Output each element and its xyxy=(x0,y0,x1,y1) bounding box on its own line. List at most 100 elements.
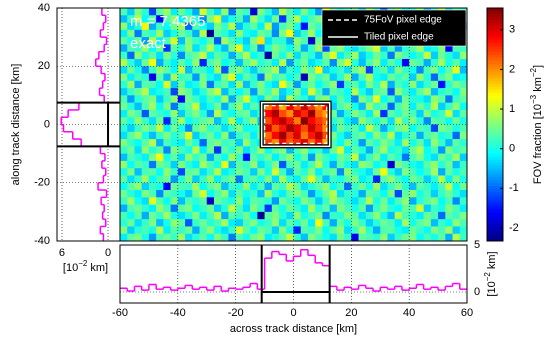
heat-cell xyxy=(235,219,244,227)
heat-cell xyxy=(170,51,179,60)
heat-cell xyxy=(329,211,338,220)
heat-cell xyxy=(163,139,171,147)
heat-cell xyxy=(199,102,208,111)
heat-cell xyxy=(409,124,417,133)
heat-cell xyxy=(141,211,150,220)
heat-cell xyxy=(358,190,367,198)
heat-cell xyxy=(344,153,352,162)
heat-cell xyxy=(206,8,215,16)
heat-cell xyxy=(438,88,446,96)
heat-cell xyxy=(148,153,157,162)
heat-cell xyxy=(286,131,294,140)
heat-cell xyxy=(409,44,417,52)
heat-cell xyxy=(242,168,251,176)
heat-cell xyxy=(206,182,215,191)
heat-cell xyxy=(430,233,439,242)
heat-cell xyxy=(134,182,142,191)
heat-cell xyxy=(221,182,229,191)
heat-cell xyxy=(438,168,446,176)
heat-cell xyxy=(336,182,345,191)
colorbar-step xyxy=(487,208,503,213)
heat-cell xyxy=(438,58,446,67)
colorbar-step xyxy=(487,200,503,204)
heat-cell xyxy=(286,211,294,220)
heat-cell xyxy=(134,22,142,31)
heat-cell xyxy=(127,204,135,213)
heat-cell xyxy=(279,124,287,133)
heat-cell xyxy=(221,233,229,242)
colorbar-step xyxy=(487,80,503,85)
heat-cell xyxy=(192,211,200,220)
y-tick-label: 0 xyxy=(474,286,480,298)
heat-cell xyxy=(322,66,330,74)
heat-cell xyxy=(213,233,222,242)
heat-cell xyxy=(242,153,251,162)
heat-cell xyxy=(300,153,309,162)
heat-cell xyxy=(221,168,229,176)
heat-cell xyxy=(185,182,193,191)
heat-cell xyxy=(365,124,374,133)
heat-cell xyxy=(279,182,287,191)
heat-cell xyxy=(322,226,330,235)
colorbar-step xyxy=(487,72,503,76)
heat-cell xyxy=(199,204,208,213)
heat-cell xyxy=(394,73,403,82)
heat-cell xyxy=(170,117,179,125)
heat-cell xyxy=(430,58,439,67)
heat-cell xyxy=(423,51,432,60)
heat-cell xyxy=(401,73,410,82)
heat-cell xyxy=(134,8,142,16)
heat-cell xyxy=(344,190,352,198)
heat-cell xyxy=(235,226,244,235)
heat-cell xyxy=(416,211,424,220)
heat-cell xyxy=(307,197,316,205)
heat-cell xyxy=(336,175,345,184)
heat-cell xyxy=(156,211,164,220)
heat-cell xyxy=(127,8,135,16)
heat-cell xyxy=(192,168,200,176)
heat-cell xyxy=(459,117,468,125)
heat-cell xyxy=(206,44,215,52)
heat-cell xyxy=(329,73,338,82)
heat-cell xyxy=(170,58,179,67)
heat-cell xyxy=(257,44,265,52)
heat-cell xyxy=(300,190,309,198)
heat-cell xyxy=(445,211,453,220)
heat-cell xyxy=(141,80,150,89)
heat-cell xyxy=(351,190,359,198)
heat-cell xyxy=(358,58,367,67)
heat-cell xyxy=(170,131,179,140)
heat-cell xyxy=(351,175,359,184)
heat-cell xyxy=(394,80,403,89)
heat-cell xyxy=(177,190,186,198)
heat-cell xyxy=(127,160,135,169)
heat-cell xyxy=(315,102,323,111)
heat-cell xyxy=(250,8,258,16)
heat-cell xyxy=(156,51,164,60)
heat-cell xyxy=(344,168,352,176)
heat-cell xyxy=(329,160,338,169)
colorbar-step xyxy=(487,37,503,41)
heat-cell xyxy=(336,117,345,125)
heat-cell xyxy=(387,182,396,191)
x-axis-label-part: [10 xyxy=(63,262,78,274)
heat-cell xyxy=(452,88,461,96)
heat-cell xyxy=(134,109,142,118)
heat-cell xyxy=(199,88,208,96)
heat-cell xyxy=(445,51,453,60)
heat-cell xyxy=(307,22,316,31)
heat-cell xyxy=(387,124,396,133)
heat-cell xyxy=(134,226,142,235)
heat-cell xyxy=(307,37,316,45)
heat-cell xyxy=(293,124,302,133)
heat-cell xyxy=(192,51,200,60)
colorbar-step xyxy=(487,223,503,227)
heat-cell xyxy=(445,233,453,242)
heat-cell xyxy=(300,73,309,82)
heat-cell xyxy=(351,109,359,118)
heat-cell xyxy=(221,131,229,140)
heat-cell xyxy=(127,117,135,125)
heat-cell xyxy=(344,95,352,103)
heat-cell xyxy=(221,15,229,23)
heat-cell xyxy=(336,95,345,103)
